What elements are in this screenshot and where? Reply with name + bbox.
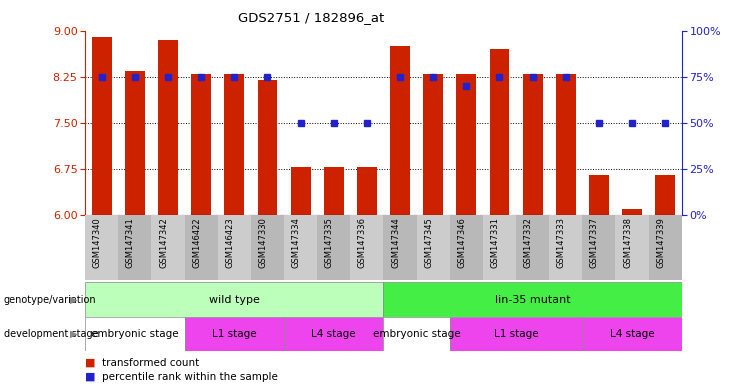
Bar (317, 215, 350, 280)
Bar (357, 167, 377, 215)
Text: GSM147345: GSM147345 (424, 217, 433, 268)
Bar (85, 317, 185, 351)
Bar (549, 215, 582, 280)
Text: ■: ■ (85, 358, 96, 368)
Bar (556, 74, 576, 215)
Text: percentile rank within the sample: percentile rank within the sample (102, 372, 277, 382)
Bar (225, 74, 245, 215)
Bar (450, 317, 582, 351)
Text: GSM147338: GSM147338 (623, 217, 632, 268)
Text: GSM147331: GSM147331 (491, 217, 499, 268)
Bar (185, 317, 284, 351)
Bar (290, 167, 310, 215)
Bar (284, 317, 384, 351)
Bar (251, 215, 284, 280)
Text: GSM147342: GSM147342 (159, 217, 168, 268)
Text: L4 stage: L4 stage (610, 329, 654, 339)
Text: ▶: ▶ (70, 329, 78, 339)
Text: L1 stage: L1 stage (494, 329, 539, 339)
Bar (390, 46, 410, 215)
Text: L4 stage: L4 stage (311, 329, 356, 339)
Bar (191, 74, 211, 215)
Bar (450, 215, 483, 280)
Bar (350, 215, 384, 280)
Text: L1 stage: L1 stage (212, 329, 256, 339)
Text: GSM147332: GSM147332 (524, 217, 533, 268)
Text: GSM147334: GSM147334 (292, 217, 301, 268)
Bar (384, 317, 450, 351)
Text: GSM146422: GSM146422 (192, 217, 202, 268)
Bar (416, 215, 450, 280)
Text: embryonic stage: embryonic stage (373, 329, 460, 339)
Bar (185, 215, 218, 280)
Text: lin-35 mutant: lin-35 mutant (495, 295, 571, 305)
Bar (655, 175, 675, 215)
Bar (85, 282, 384, 317)
Bar (483, 215, 516, 280)
Bar (516, 215, 549, 280)
Bar (125, 71, 144, 215)
Bar (384, 215, 416, 280)
Bar (158, 40, 178, 215)
Bar (119, 215, 151, 280)
Bar (456, 74, 476, 215)
Text: GSM147335: GSM147335 (325, 217, 333, 268)
Bar (92, 37, 112, 215)
Text: GSM147337: GSM147337 (590, 217, 599, 268)
Text: wild type: wild type (209, 295, 260, 305)
Text: embryonic stage: embryonic stage (91, 329, 179, 339)
Text: GSM147346: GSM147346 (457, 217, 466, 268)
Bar (151, 215, 185, 280)
Text: transformed count: transformed count (102, 358, 199, 368)
Bar (218, 215, 251, 280)
Bar (490, 49, 509, 215)
Text: ▶: ▶ (70, 295, 78, 305)
Bar (522, 74, 542, 215)
Bar (582, 215, 616, 280)
Bar (85, 215, 119, 280)
Text: GSM147341: GSM147341 (126, 217, 135, 268)
Bar (284, 215, 317, 280)
Text: GSM147339: GSM147339 (656, 217, 665, 268)
Text: ■: ■ (85, 372, 96, 382)
Text: GSM146423: GSM146423 (225, 217, 234, 268)
Bar (616, 215, 648, 280)
Bar (582, 317, 682, 351)
Text: GSM147330: GSM147330 (259, 217, 268, 268)
Bar (648, 215, 682, 280)
Text: GSM147336: GSM147336 (358, 217, 367, 268)
Bar (324, 167, 344, 215)
Bar (384, 282, 682, 317)
Bar (589, 175, 609, 215)
Text: GSM147333: GSM147333 (556, 217, 565, 268)
Bar (258, 80, 277, 215)
Text: GSM147344: GSM147344 (391, 217, 400, 268)
Text: genotype/variation: genotype/variation (4, 295, 96, 305)
Text: development stage: development stage (4, 329, 99, 339)
Text: GSM147340: GSM147340 (93, 217, 102, 268)
Text: GDS2751 / 182896_at: GDS2751 / 182896_at (238, 12, 385, 25)
Bar (622, 209, 642, 215)
Bar (423, 74, 443, 215)
